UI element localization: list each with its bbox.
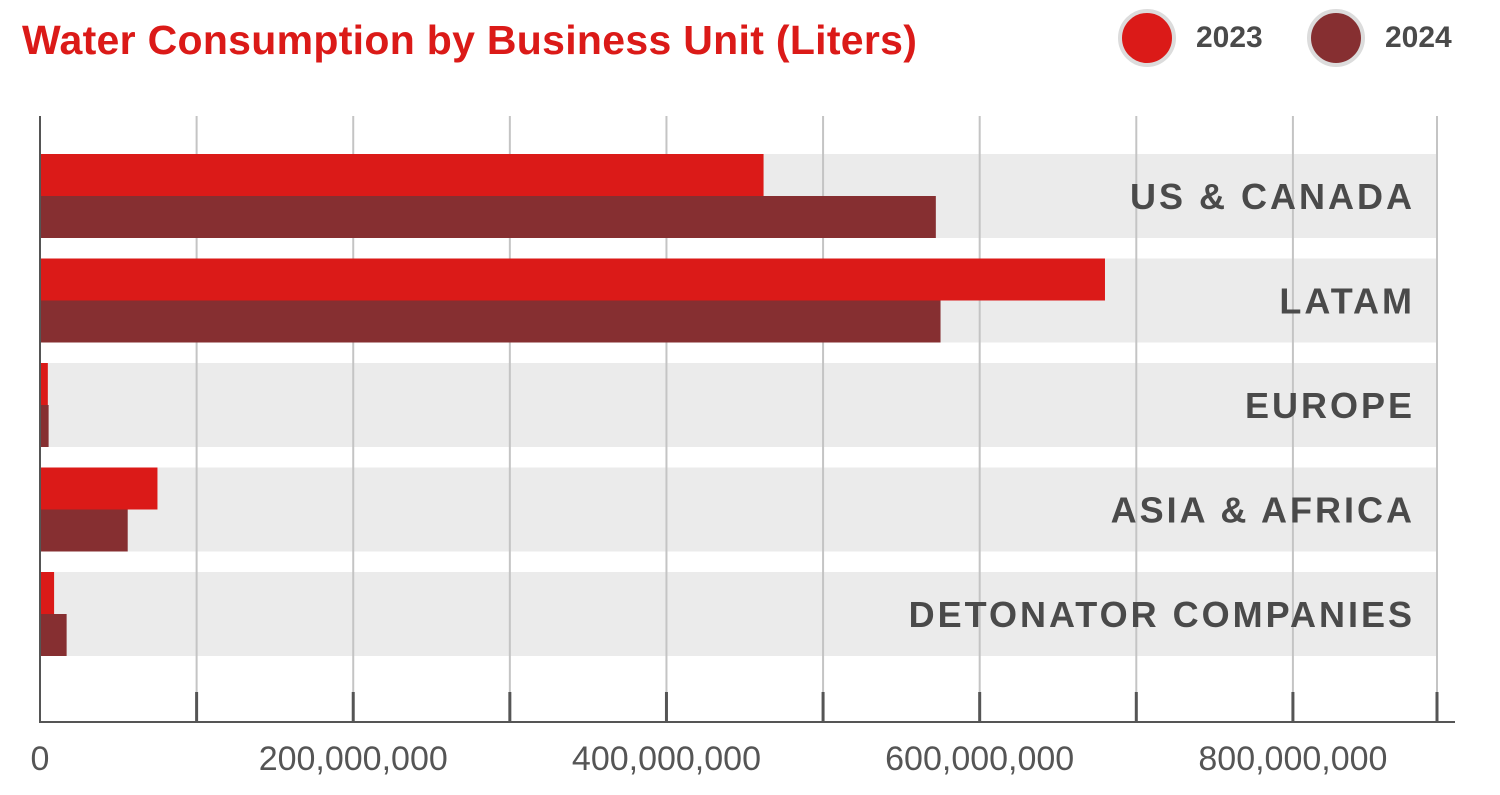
category-label: EUROPE bbox=[1245, 385, 1415, 426]
x-tick-label: 800,000,000 bbox=[1198, 740, 1387, 778]
bar-2024-1 bbox=[40, 196, 936, 238]
bar-2024-5 bbox=[40, 614, 67, 656]
category-label: ASIA & AFRICA bbox=[1111, 490, 1415, 531]
category-label: DETONATOR COMPANIES bbox=[909, 594, 1415, 635]
legend-label-2023: 2023 bbox=[1196, 21, 1263, 54]
chart-title: Water Consumption by Business Unit (Lite… bbox=[22, 17, 918, 63]
x-tick-label: 0 bbox=[31, 740, 50, 778]
bar-2023-3 bbox=[40, 363, 48, 405]
bar-2023-4 bbox=[40, 467, 158, 510]
legend-item-2024: 2024 bbox=[1307, 6, 1452, 70]
category-label: LATAM bbox=[1279, 281, 1415, 322]
bar-2023-1 bbox=[40, 154, 764, 196]
category-band bbox=[40, 467, 1437, 552]
bar-2024-2 bbox=[40, 300, 941, 343]
legend-label-2024: 2024 bbox=[1385, 21, 1452, 54]
x-tick-label: 200,000,000 bbox=[259, 740, 448, 778]
x-tick-label: 400,000,000 bbox=[572, 740, 761, 778]
category-band bbox=[40, 363, 1437, 447]
legend-swatch-2024 bbox=[1307, 9, 1365, 67]
bar-2023-5 bbox=[40, 572, 55, 614]
category-label: US & CANADA bbox=[1130, 176, 1415, 217]
x-tick-label: 600,000,000 bbox=[885, 740, 1074, 778]
bar-2024-4 bbox=[40, 509, 128, 552]
legend-swatch-2023 bbox=[1118, 9, 1176, 67]
legend-item-2023: 2023 bbox=[1118, 6, 1263, 70]
bar-2023-2 bbox=[40, 258, 1105, 301]
category-band bbox=[40, 572, 1437, 656]
bar-2024-3 bbox=[40, 405, 49, 447]
